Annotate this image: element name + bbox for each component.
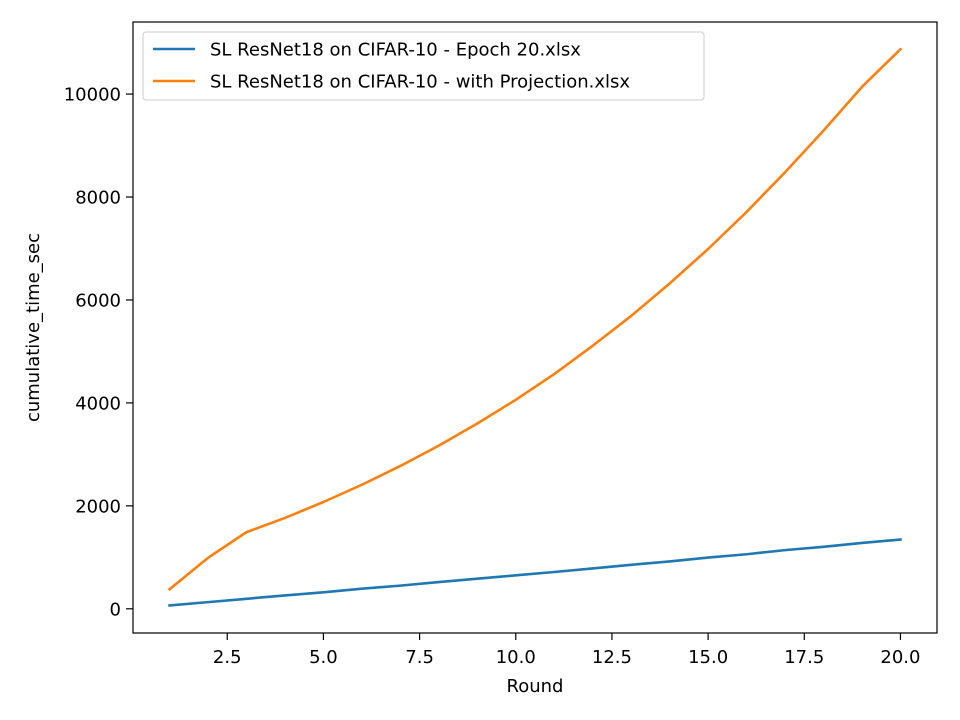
x-tick-label: 12.5 (592, 647, 632, 668)
legend-box (142, 31, 705, 101)
y-tick-label: 6000 (75, 290, 121, 311)
x-tick-label: 15.0 (688, 647, 728, 668)
series-line-1 (167, 47, 903, 592)
y-tick-label: 0 (110, 599, 121, 620)
x-tick-label: 10.0 (496, 647, 536, 668)
x-tick-label: 17.5 (784, 647, 824, 668)
series-layer (167, 47, 903, 607)
x-tick-label: 2.5 (213, 647, 242, 668)
legend: SL ResNet18 on CIFAR-10 - Epoch 20.xlsx … (142, 31, 705, 101)
y-tick-label: 8000 (75, 188, 121, 209)
legend-label-with-projection: SL ResNet18 on CIFAR-10 - with Projectio… (210, 72, 630, 93)
x-tick-label: 5.0 (309, 647, 338, 668)
y-tick-label: 4000 (75, 393, 121, 414)
y-axis: 0 2000 4000 6000 8000 10000 (64, 85, 133, 620)
y-tick-label: 10000 (64, 85, 121, 106)
y-tick-label: 2000 (75, 496, 121, 517)
plot-frame (132, 21, 938, 634)
x-tick-label: 20.0 (880, 647, 920, 668)
x-axis: 2.5 5.0 7.5 10.0 12.5 15.0 17.5 20.0 (213, 633, 920, 668)
series-line-0 (168, 538, 902, 607)
x-tick-label: 7.5 (405, 647, 434, 668)
legend-label-epoch-20: SL ResNet18 on CIFAR-10 - Epoch 20.xlsx (210, 40, 581, 61)
y-axis-label: cumulative_time_sec (23, 233, 44, 422)
x-axis-label: Round (507, 676, 564, 697)
